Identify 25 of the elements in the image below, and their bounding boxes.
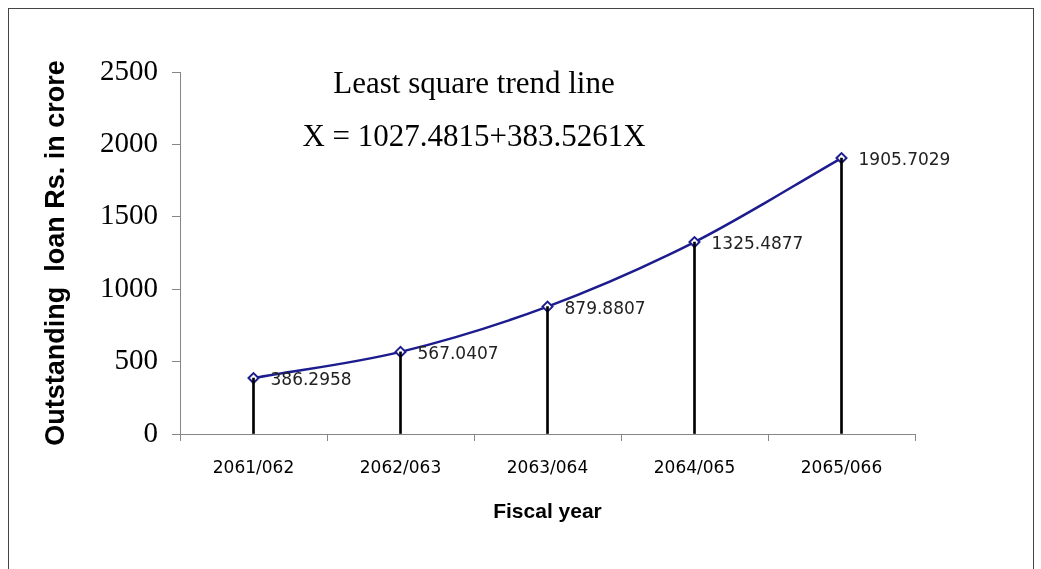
annotation: Least square trend line [333, 65, 615, 101]
bar [546, 306, 549, 434]
data-label: 567.0407 [417, 343, 499, 364]
y-tick-label: 2500 [100, 53, 158, 86]
annotation: X = 1027.4815+383.5261X [302, 118, 646, 154]
x-tick-label: 2062/063 [359, 456, 442, 477]
x-tick-label: 2065/066 [800, 456, 883, 477]
data-label: 1325.4877 [711, 233, 804, 254]
y-tick-label: 1000 [100, 270, 158, 303]
data-label: 1905.7029 [858, 149, 951, 170]
bar [252, 377, 255, 434]
bar [693, 241, 696, 434]
x-axis-title: Fiscal year [493, 499, 602, 523]
bar [399, 351, 402, 434]
data-label: 386.2958 [270, 369, 352, 390]
y-tick-label: 1500 [100, 198, 158, 231]
x-tick-label: 2061/062 [212, 456, 295, 477]
y-tick-label: 500 [114, 343, 158, 376]
x-tick-label: 2063/064 [506, 456, 589, 477]
data-label: 879.8807 [564, 298, 646, 319]
y-tick-label: 0 [143, 415, 158, 448]
y-tick-label: 2000 [100, 126, 158, 159]
y-axis-title: Outstanding loan Rs. in crore [39, 60, 70, 446]
bar [840, 157, 843, 434]
x-tick-label: 2064/065 [653, 456, 736, 477]
